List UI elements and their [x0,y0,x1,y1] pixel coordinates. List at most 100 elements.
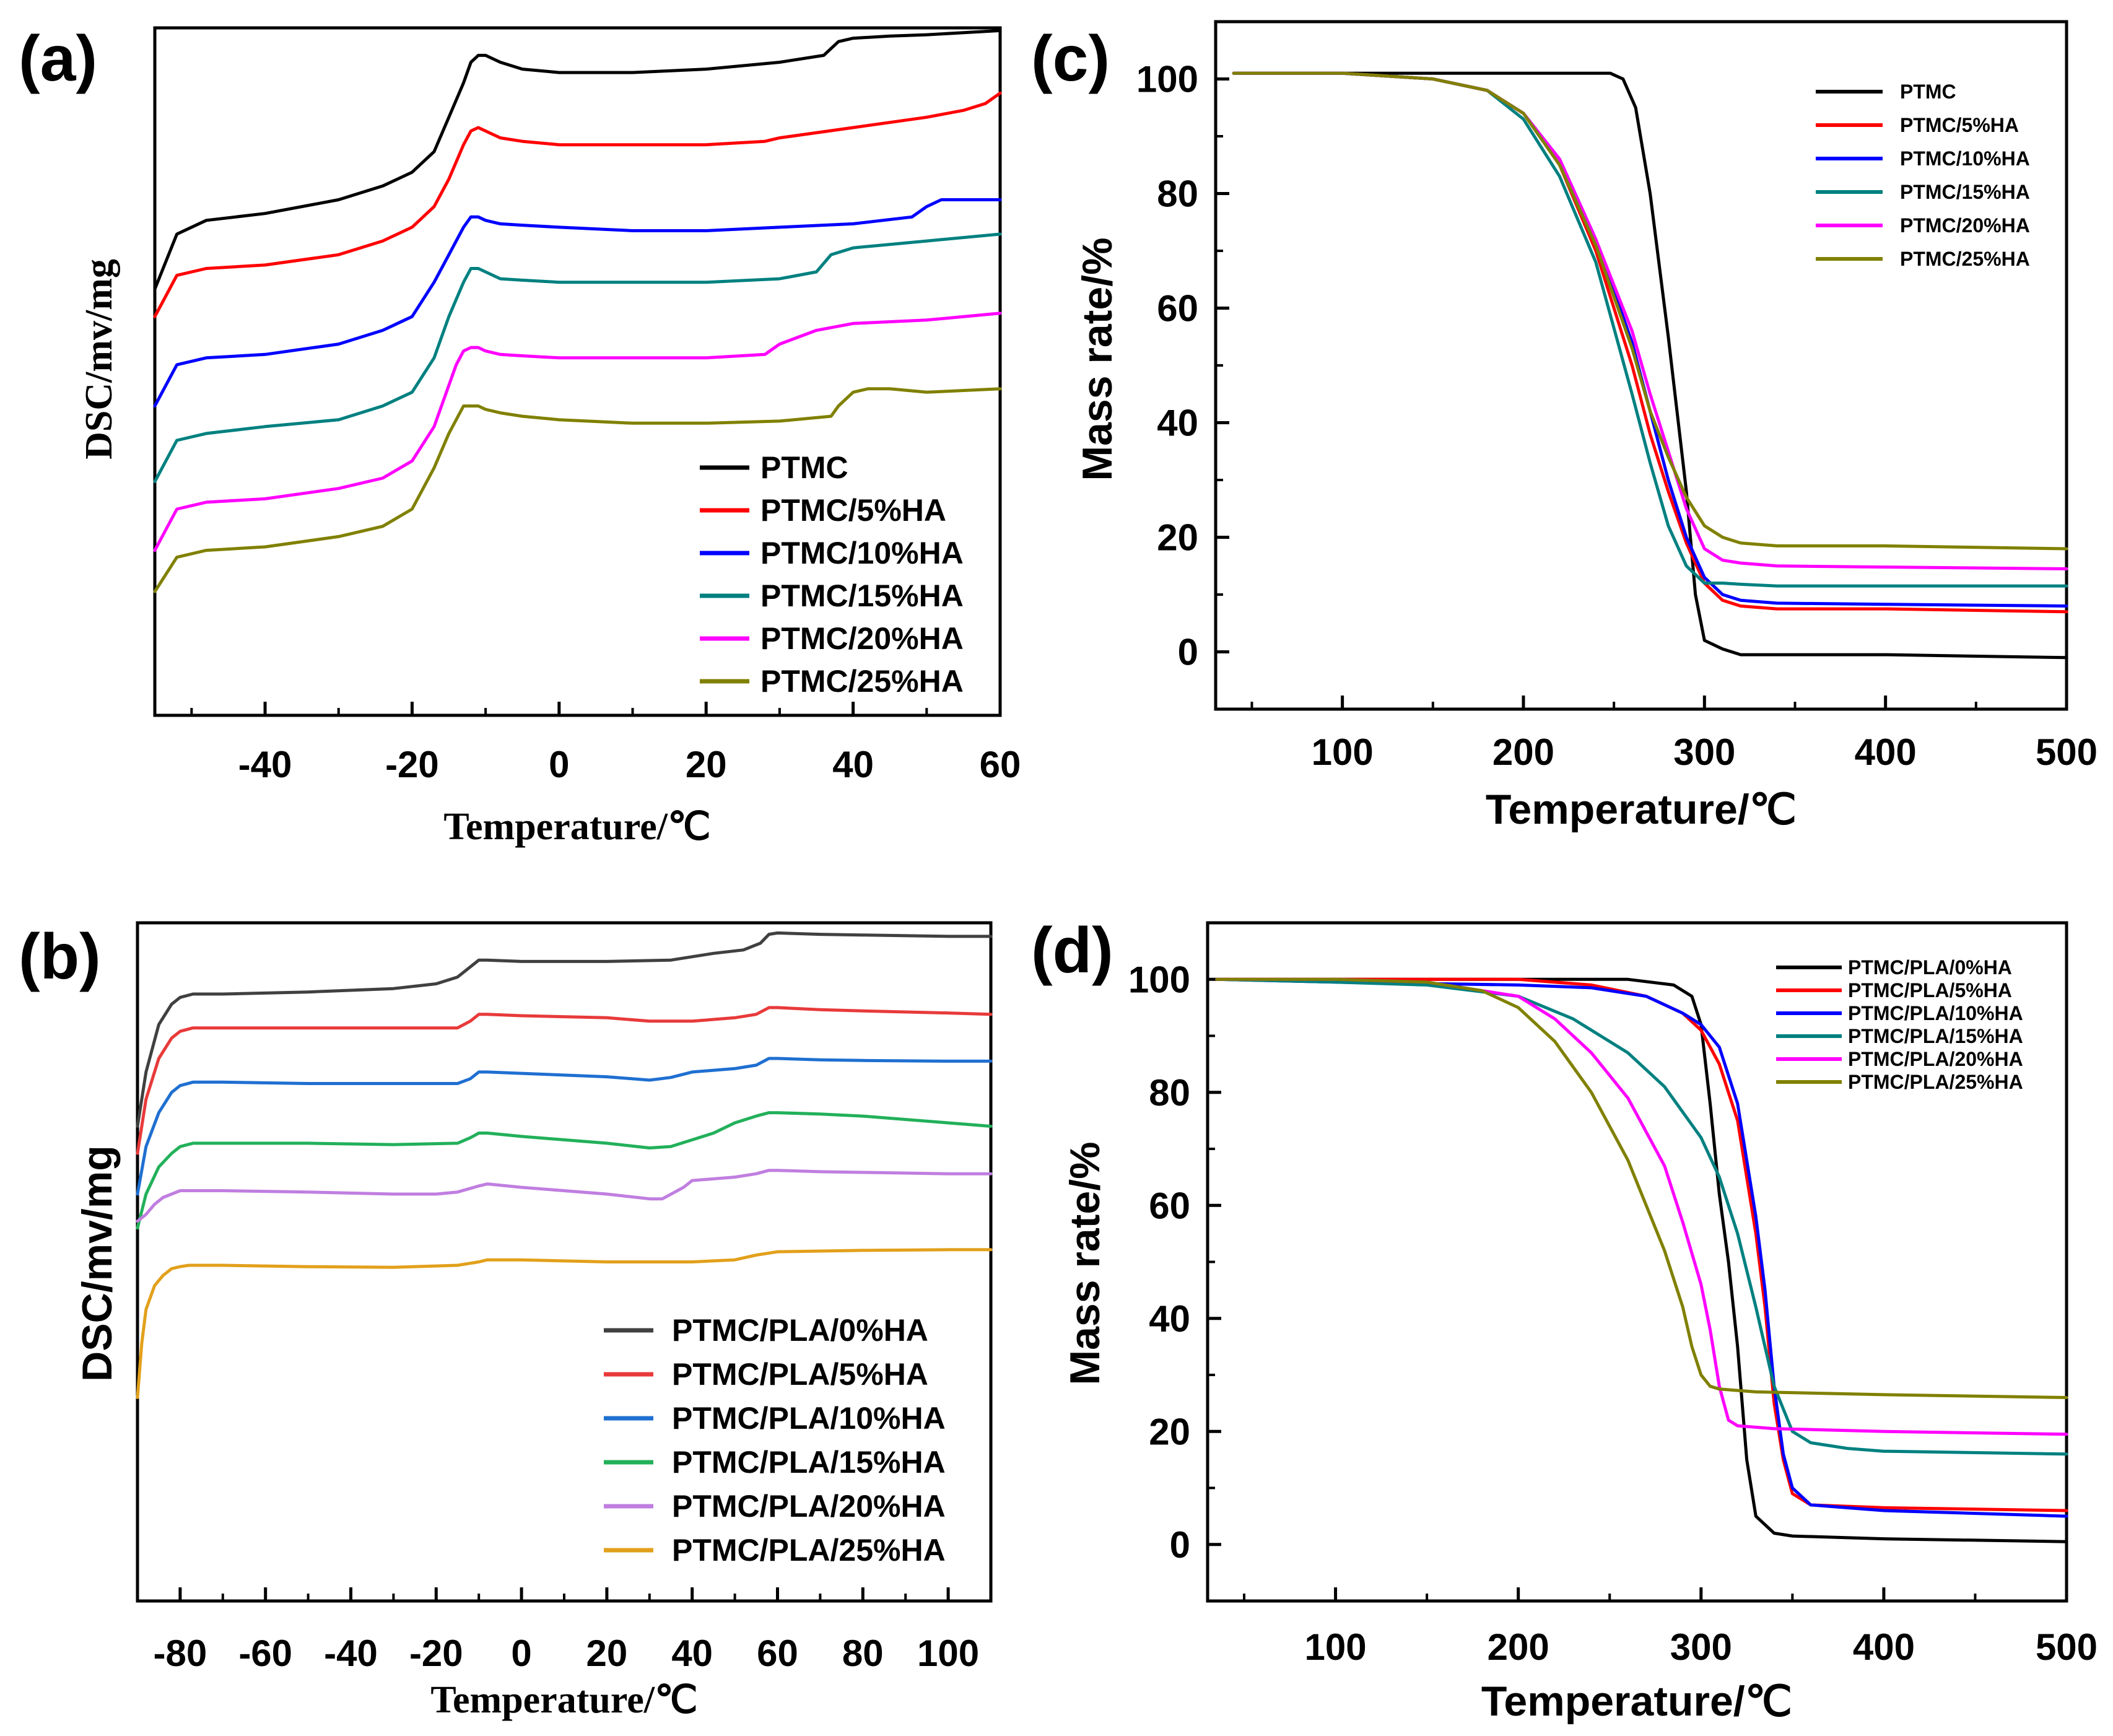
x-tick-label: 500 [2036,1626,2098,1668]
y-tick-label: 60 [1149,1185,1190,1226]
plot-frame [153,26,1002,717]
legend-label: PTMC/PLA/10%HA [1848,1002,2023,1024]
x-tick-label: 40 [671,1633,713,1674]
series-line [136,1248,993,1399]
series-line [1215,977,2068,1436]
panel-label: (b) [19,921,101,993]
panel-d: (d) 100 200 300 400 500 0 20 40 60 80 100 Temperatur… [1031,915,2098,1725]
x-tick-label: -20 [409,1633,463,1674]
x-tick-label: 300 [1670,1626,1732,1668]
x-tick-label: 40 [832,744,874,785]
series-line [1215,977,2068,1399]
legend-label: PTMC/PLA/25%HA [672,1533,946,1568]
y-tick-label: 100 [1128,959,1190,1000]
legend: PTMC/PLA/0%HA PTMC/PLA/5%HA PTMC/PLA/10%HA… [604,1313,946,1568]
legend-label: PTMC/15%HA [760,578,964,613]
series-line [136,1057,993,1196]
legend-label: PTMC/PLA/0%HA [1848,956,2012,979]
series-line [1215,977,2068,1512]
series-line [136,931,993,1128]
series-line [153,232,1002,484]
y-tick-label: 20 [1157,517,1198,559]
y-tick-label: 20 [1149,1411,1190,1452]
legend-label: PTMC/10%HA [760,536,964,570]
x-tick-label: -60 [238,1633,292,1674]
y-tick-label: 80 [1157,173,1198,215]
series-line [153,387,1002,593]
legend-label: PTMC/20%HA [760,621,964,656]
x-tick-label: 300 [1673,731,1735,773]
y-axis-title: DSC/mv/mg [74,1145,121,1382]
x-tick-label: 60 [757,1633,798,1674]
legend-label: PTMC/5%HA [1900,114,2019,136]
legend-label: PTMC/25%HA [1900,248,2030,270]
x-tick-label: 100 [917,1633,979,1674]
legend: PTMC PTMC/5%HA PTMC/10%HA PTMC/15%HA PTMC/20… [700,450,964,699]
legend-label: PTMC [1900,81,1956,103]
panel-b: (b) -80 -60 -40 -20 0 20 40 60 80 100 Temperature/℃… [19,921,993,1721]
y-tick-label: 0 [1178,632,1198,673]
x-tick-label: 20 [586,1633,628,1674]
series-line [1215,977,2068,1518]
panel-a: (a) -40 -20 0 20 40 60 Temperature/℃ DSC/mv/mg PT… [19,23,1021,848]
legend-label: PTMC/20%HA [1900,214,2030,237]
y-axis-title: DSC/mv/mg [78,259,120,460]
x-tick-label: 500 [2036,731,2098,773]
y-tick-label: 0 [1170,1524,1190,1566]
panel-label: (a) [19,23,97,95]
legend-label: PTMC/PLA/10%HA [672,1401,946,1436]
x-tick-label: 20 [686,744,727,785]
series-line [153,312,1002,552]
y-tick-label: 100 [1136,59,1198,100]
x-tick-label: 100 [1312,731,1374,773]
x-tick-label: -40 [238,744,292,785]
panel-c: (c) 100 200 300 400 500 0 20 40 60 80 100 Temperatur… [1031,20,2098,833]
x-tick-label: 0 [549,744,569,785]
y-tick-label: 60 [1157,288,1198,329]
legend-label: PTMC/25%HA [760,664,964,699]
x-axis-title: Temperature/℃ [1486,786,1797,833]
panel-label: (d) [1031,915,1113,987]
x-axis-title: Temperature/℃ [1481,1678,1792,1725]
y-axis-title: Mass rate/% [1074,237,1121,481]
y-axis-title: Mass rate/% [1061,1141,1109,1385]
y-tick-label: 40 [1157,403,1198,444]
legend: PTMC/PLA/0%HAPTMC/PLA/5%HAPTMC/PLA/10%HA… [1776,956,2023,1093]
x-tick-label: 60 [980,744,1021,785]
series-line [153,28,1002,291]
legend-label: PTMC/PLA/15%HA [1848,1025,2023,1047]
x-tick-label: 80 [842,1633,884,1674]
legend-label: PTMC/15%HA [1900,181,2030,203]
legend: PTMC PTMC/5%HA PTMC/10%HA PTMC/15%HA PTMC/20… [1816,81,2030,270]
y-tick-label: 40 [1149,1298,1190,1340]
series-line [153,198,1002,408]
series-line [1232,71,2068,660]
series-line [153,91,1002,318]
x-axis-title: Temperature/℃ [443,806,710,848]
y-tick-label: 80 [1149,1072,1190,1114]
legend-label: PTMC/PLA/15%HA [672,1445,946,1480]
x-tick-label: 200 [1488,1626,1549,1668]
series-line [136,1169,993,1223]
x-tick-label: -80 [154,1633,207,1674]
legend-label: PTMC/5%HA [760,493,946,528]
x-tick-label: 400 [1855,731,1917,773]
x-tick-label: 0 [511,1633,531,1674]
series-line [136,1006,993,1155]
legend-label: PTMC/PLA/20%HA [1848,1048,2023,1070]
series-line [136,1111,993,1230]
x-tick-label: -40 [324,1633,378,1674]
series-line [1232,71,2068,551]
legend-label: PTMC/PLA/0%HA [672,1313,928,1348]
x-tick-label: 200 [1492,731,1554,773]
legend-label: PTMC/PLA/5%HA [672,1357,928,1392]
series-line [1215,977,2068,1543]
x-tick-label: 400 [1853,1626,1915,1668]
legend-label: PTMC [760,450,848,485]
legend-label: PTMC/10%HA [1900,147,2030,170]
x-axis-title: Temperature/℃ [430,1679,697,1721]
legend-label: PTMC/PLA/5%HA [1848,979,2012,1001]
legend-label: PTMC/PLA/25%HA [1848,1071,2023,1093]
legend-label: PTMC/PLA/20%HA [672,1489,946,1524]
